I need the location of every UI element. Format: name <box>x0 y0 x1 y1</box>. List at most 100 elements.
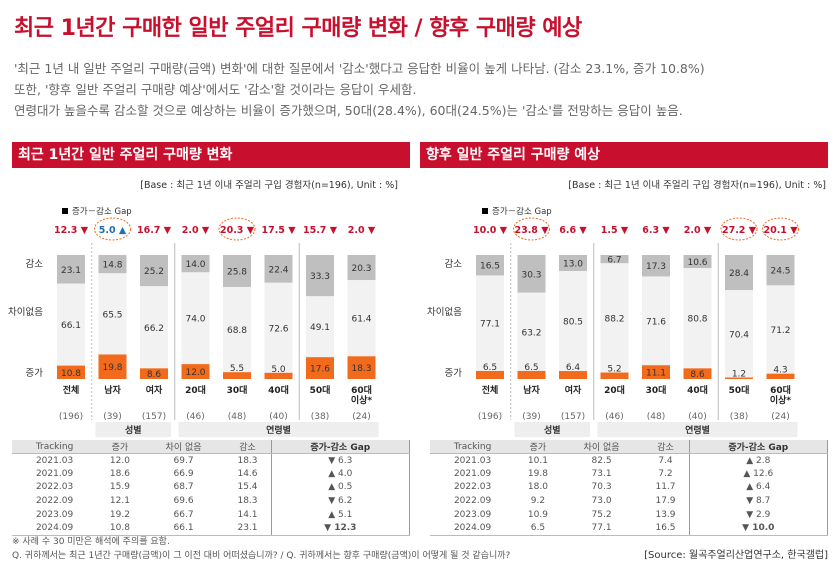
right-label-neutral-4: 71.6 <box>646 317 666 327</box>
left-label-neutral-0: 66.1 <box>61 321 81 331</box>
left-bar-decrease-3 <box>181 255 210 273</box>
left-row-label-0: 감소 <box>26 258 44 270</box>
right-bar-increase-6 <box>725 377 753 379</box>
left-category-label-7: 60대 <box>351 384 372 396</box>
right-tracking-cell: 70.3 <box>591 482 612 493</box>
right-tracking-cell: 10.9 <box>527 509 548 520</box>
right-label-decrease-2: 13.0 <box>563 260 583 270</box>
right-bar-neutral-6 <box>725 290 753 378</box>
left-tracking-cell: 23.1 <box>224 521 272 536</box>
left-tracking-table: Tracking 증가 차이 없음 감소 증가-감소 Gap 2021.03 12.0 69.… <box>12 440 411 536</box>
legend-square-icon <box>62 208 68 214</box>
left-bar-increase-5 <box>264 372 293 379</box>
right-tracking-cell: 17.9 <box>655 496 676 507</box>
left-sample-size-3: (46) <box>186 412 204 422</box>
right-tracking-cell: 82.5 <box>591 455 612 466</box>
left-tracking-cell: 2023.09 <box>35 509 74 520</box>
left-sample-size-4: (48) <box>228 412 246 422</box>
left-tracking-cell: 69.7 <box>173 455 194 466</box>
table-row: 2024.09 6.5 77.1 16.5 ▼ 10.0 <box>430 521 829 536</box>
left-sample-size-0: (196) <box>59 412 83 422</box>
right-bar-increase-4 <box>642 365 670 379</box>
left-category-label-7-b: 이상* <box>351 394 373 406</box>
right-gap-label-0: 10.0 ▼ <box>473 225 508 236</box>
left-bar-increase-4 <box>223 372 251 379</box>
right-row-label-0: 감소 <box>445 258 463 270</box>
table-row: 2022.03 18.0 70.3 11.7 ▲ 6.4 <box>430 480 829 495</box>
left-bar-neutral-0 <box>57 283 85 366</box>
left-category-label-4: 30대 <box>227 384 248 396</box>
left-bar-neutral-2 <box>140 286 168 369</box>
footnote-sample-size: ※ 사례 수 30 미만은 해석에 주의를 요함. <box>12 537 170 547</box>
right-label-neutral-5: 80.8 <box>687 315 707 325</box>
left-base-note: [Base : 최근 1년 이내 주얼리 구입 경험자(n=196), Unit… <box>140 180 398 191</box>
left-label-increase-4: 5.5 <box>230 364 244 374</box>
left-tracking-header-2: 차이 없음 <box>142 440 225 454</box>
left-label-neutral-6: 49.1 <box>310 323 330 333</box>
right-tracking-cell: 2022.09 <box>453 496 492 507</box>
left-panel-title: 최근 1년간 일반 주얼리 구매량 변화 <box>12 142 410 168</box>
left-tracking-cell: 66.7 <box>173 509 194 520</box>
right-label-increase-3: 5.2 <box>607 365 621 375</box>
left-stacked-bar-chart: 12.3 ▼ 5.0 ▲ 16.7 ▼ 2.0 ▼ 20.3 ▼ 17.5 ▼ 15.7 ▼… <box>8 217 379 437</box>
table-row: 2021.09 19.8 73.1 7.2 ▲ 12.6 <box>430 467 829 481</box>
right-tracking-gap-cell: ▼ 2.9 <box>688 507 829 522</box>
left-tracking-cell: 2022.03 <box>35 482 74 493</box>
right-category-label-5: 40대 <box>687 384 708 396</box>
right-category-label-2: 여자 <box>565 384 582 396</box>
left-tracking-cell: 2021.09 <box>35 468 74 479</box>
left-tracking-cell: 18.3 <box>237 496 258 507</box>
right-tracking-cell: 18.0 <box>527 482 548 493</box>
left-category-label-6: 50대 <box>310 384 331 396</box>
right-bar-decrease-2 <box>559 255 587 272</box>
right-gap-highlight-1 <box>513 217 550 241</box>
right-base-note: [Base : 최근 1년 이내 주얼리 구입 경험자(n=196), Unit… <box>568 180 826 191</box>
right-bar-decrease-4 <box>642 255 670 277</box>
left-tracking-cell: 15.4 <box>237 482 258 493</box>
left-bar-neutral-7 <box>347 280 376 357</box>
table-row: 2023.09 19.2 66.7 14.1 ▲ 5.1 <box>12 507 411 522</box>
left-bar-neutral-4 <box>223 286 251 373</box>
left-tracking-gap-cell: ▲ 4.0 <box>270 467 411 481</box>
right-gap-label-6: 27.2 ▼ <box>722 225 757 236</box>
right-sample-size-1: (39) <box>522 412 540 422</box>
left-tracking-cell: 68.7 <box>173 482 194 493</box>
right-tracking-gap-cell: ▼ 10.0 <box>688 521 829 536</box>
right-label-decrease-1: 30.3 <box>521 270 541 280</box>
left-label-neutral-3: 74.0 <box>185 315 205 325</box>
left-tracking-cell: 14.1 <box>237 509 258 520</box>
description-line-2: 또한, '향후 일반 주얼리 구매량 예상'에서도 '감소'할 것이라는 응답이… <box>14 82 417 97</box>
right-sample-size-4: (48) <box>647 412 665 422</box>
left-tracking-cell: 2021.03 <box>35 455 74 466</box>
right-label-neutral-7: 71.2 <box>770 326 790 336</box>
right-tracking-cell: 19.8 <box>527 468 548 479</box>
left-label-increase-3: 12.0 <box>185 368 205 378</box>
table-row: 2021.03 12.0 69.7 18.3 ▼ 6.3 <box>12 453 411 468</box>
left-gap-label-1: 5.0 ▲ <box>99 225 127 236</box>
left-bar-decrease-1 <box>98 255 127 274</box>
left-bar-neutral-5 <box>264 282 293 373</box>
left-bar-decrease-4 <box>223 255 251 287</box>
left-label-increase-1: 19.8 <box>102 363 122 373</box>
left-bar-increase-1 <box>98 354 127 379</box>
left-label-decrease-0: 23.1 <box>61 266 81 276</box>
right-bar-decrease-0 <box>476 255 504 276</box>
right-tracking-header-4: 증가-감소 Gap <box>688 440 829 454</box>
right-row-label-1: 차이없음 <box>427 306 462 318</box>
right-tracking-gap-cell: ▲ 2.8 <box>688 453 829 468</box>
right-label-neutral-1: 63.2 <box>521 328 541 338</box>
left-label-increase-6: 17.6 <box>310 365 330 375</box>
right-sample-size-3: (46) <box>605 412 623 422</box>
left-legend-label: 증가－감소 Gap <box>72 207 132 217</box>
right-gap-highlight-7 <box>762 217 799 241</box>
right-tracking-cell: 2021.03 <box>453 455 492 466</box>
right-panel-title: 향후 일반 주얼리 구매량 예상 <box>420 142 828 168</box>
right-tracking-gap-cell: ▲ 6.4 <box>688 480 829 495</box>
right-sample-size-2: (157) <box>561 412 585 422</box>
right-sample-size-0: (196) <box>478 412 502 422</box>
left-tracking-cell: 12.0 <box>109 455 130 466</box>
left-bar-neutral-6 <box>306 296 334 358</box>
left-legend: 증가－감소 Gap <box>62 205 132 217</box>
left-category-label-3: 20대 <box>185 384 206 396</box>
right-label-increase-7: 4.3 <box>773 366 787 376</box>
